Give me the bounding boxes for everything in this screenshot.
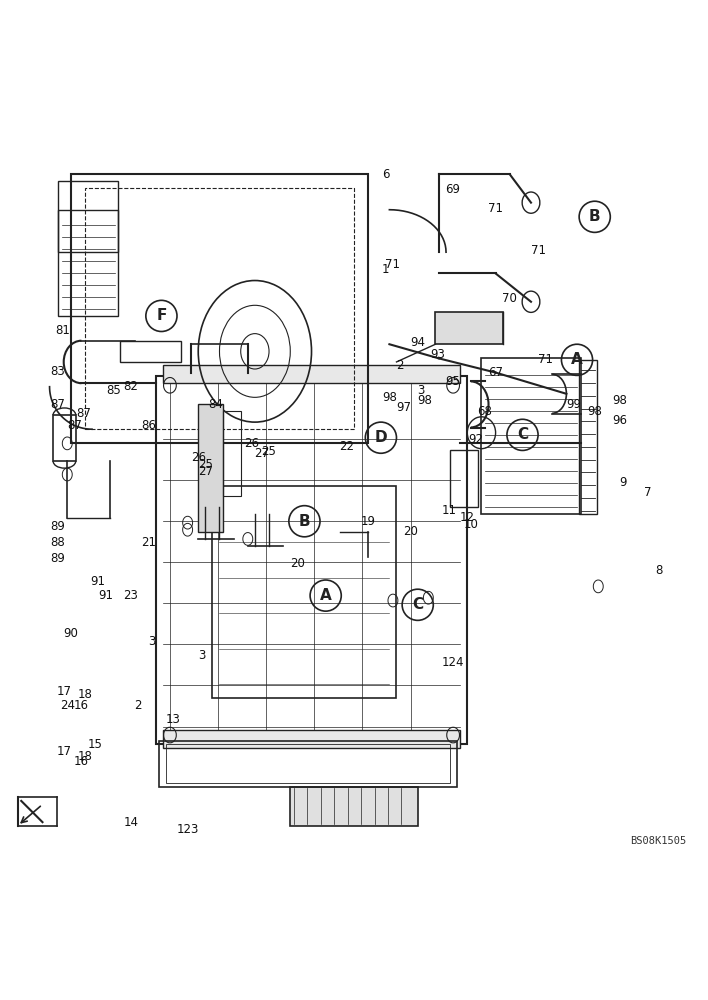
Text: 123: 123 — [176, 823, 199, 836]
Text: 3: 3 — [198, 649, 205, 662]
Text: 9: 9 — [620, 476, 627, 489]
Text: 26: 26 — [244, 437, 259, 450]
Text: 8: 8 — [655, 564, 662, 577]
Text: A: A — [571, 352, 583, 367]
Text: 25: 25 — [261, 445, 277, 458]
Text: 99: 99 — [566, 398, 581, 411]
Text: 1: 1 — [382, 263, 389, 276]
Text: 16: 16 — [74, 699, 89, 712]
Text: 90: 90 — [63, 627, 79, 640]
Text: 94: 94 — [410, 336, 426, 349]
Text: 3: 3 — [149, 635, 156, 648]
Text: 21: 21 — [141, 536, 156, 549]
Text: 71: 71 — [488, 202, 503, 215]
Text: 26: 26 — [190, 451, 206, 464]
Text: 83: 83 — [51, 365, 65, 378]
Text: 68: 68 — [477, 405, 493, 418]
Text: 18: 18 — [77, 750, 93, 763]
Text: 95: 95 — [445, 375, 461, 388]
Text: B: B — [589, 209, 600, 224]
Text: 86: 86 — [141, 419, 156, 432]
Bar — [166, 744, 450, 783]
Text: 7: 7 — [644, 486, 651, 499]
Text: 2: 2 — [396, 359, 404, 372]
Text: 98: 98 — [382, 391, 397, 404]
Text: 87: 87 — [67, 419, 82, 432]
Bar — [58, 210, 118, 316]
Bar — [159, 741, 457, 787]
Text: 98: 98 — [587, 405, 603, 418]
Text: 25: 25 — [198, 458, 213, 471]
Text: 24: 24 — [59, 699, 75, 712]
Text: 27: 27 — [198, 465, 213, 478]
Text: 82: 82 — [123, 380, 139, 393]
Text: C: C — [412, 597, 423, 612]
Bar — [212, 486, 396, 698]
Text: 11: 11 — [442, 504, 457, 517]
Bar — [163, 730, 460, 748]
Text: 15: 15 — [88, 738, 103, 751]
Text: F: F — [156, 308, 166, 323]
Text: 91: 91 — [98, 589, 114, 602]
Text: 71: 71 — [385, 258, 401, 271]
Text: 88: 88 — [51, 536, 65, 549]
Bar — [450, 450, 478, 507]
Bar — [198, 404, 223, 532]
Text: 13: 13 — [166, 713, 181, 726]
Text: 89: 89 — [50, 552, 66, 565]
Text: 87: 87 — [76, 407, 91, 420]
Text: 98: 98 — [417, 394, 433, 407]
Bar — [163, 365, 460, 383]
Text: 93: 93 — [430, 348, 445, 361]
Text: 22: 22 — [339, 440, 355, 453]
Bar — [481, 358, 581, 514]
Text: C: C — [517, 427, 528, 442]
Bar — [156, 376, 467, 744]
Text: D: D — [375, 430, 387, 445]
Text: A: A — [320, 588, 331, 603]
Text: 97: 97 — [396, 401, 411, 414]
Text: 89: 89 — [50, 520, 66, 533]
Text: 12: 12 — [459, 511, 475, 524]
Bar — [58, 181, 118, 252]
Bar — [71, 174, 368, 443]
Text: 91: 91 — [90, 575, 105, 588]
Text: 10: 10 — [463, 518, 479, 531]
Text: 81: 81 — [55, 324, 70, 337]
Text: 17: 17 — [56, 685, 72, 698]
Text: 6: 6 — [382, 168, 389, 181]
Bar — [85, 188, 354, 429]
Bar — [290, 787, 418, 826]
Text: 96: 96 — [612, 414, 627, 427]
Text: 17: 17 — [56, 745, 72, 758]
Text: 70: 70 — [502, 292, 518, 305]
Text: 71: 71 — [530, 244, 546, 257]
Text: 98: 98 — [612, 394, 627, 407]
Text: 2: 2 — [135, 699, 142, 712]
Text: 18: 18 — [77, 688, 93, 701]
Bar — [223, 411, 241, 496]
Text: 19: 19 — [360, 515, 376, 528]
Text: 16: 16 — [74, 755, 89, 768]
Text: 14: 14 — [123, 816, 139, 829]
Bar — [435, 312, 503, 344]
Text: B: B — [299, 514, 310, 529]
Text: 85: 85 — [106, 384, 120, 397]
Text: 92: 92 — [468, 433, 484, 446]
Text: BS08K1505: BS08K1505 — [631, 836, 687, 846]
Text: 20: 20 — [290, 557, 305, 570]
Text: 87: 87 — [50, 398, 66, 411]
Text: 3: 3 — [418, 384, 425, 397]
Text: 71: 71 — [537, 353, 553, 366]
Bar — [120, 341, 181, 362]
Text: 84: 84 — [208, 398, 224, 411]
Text: 23: 23 — [123, 589, 139, 602]
Bar — [53, 415, 76, 461]
Text: 27: 27 — [254, 447, 270, 460]
Text: 20: 20 — [403, 525, 418, 538]
Text: 124: 124 — [442, 656, 464, 669]
Text: 69: 69 — [445, 183, 461, 196]
Bar — [579, 360, 597, 514]
Text: 67: 67 — [488, 366, 503, 379]
